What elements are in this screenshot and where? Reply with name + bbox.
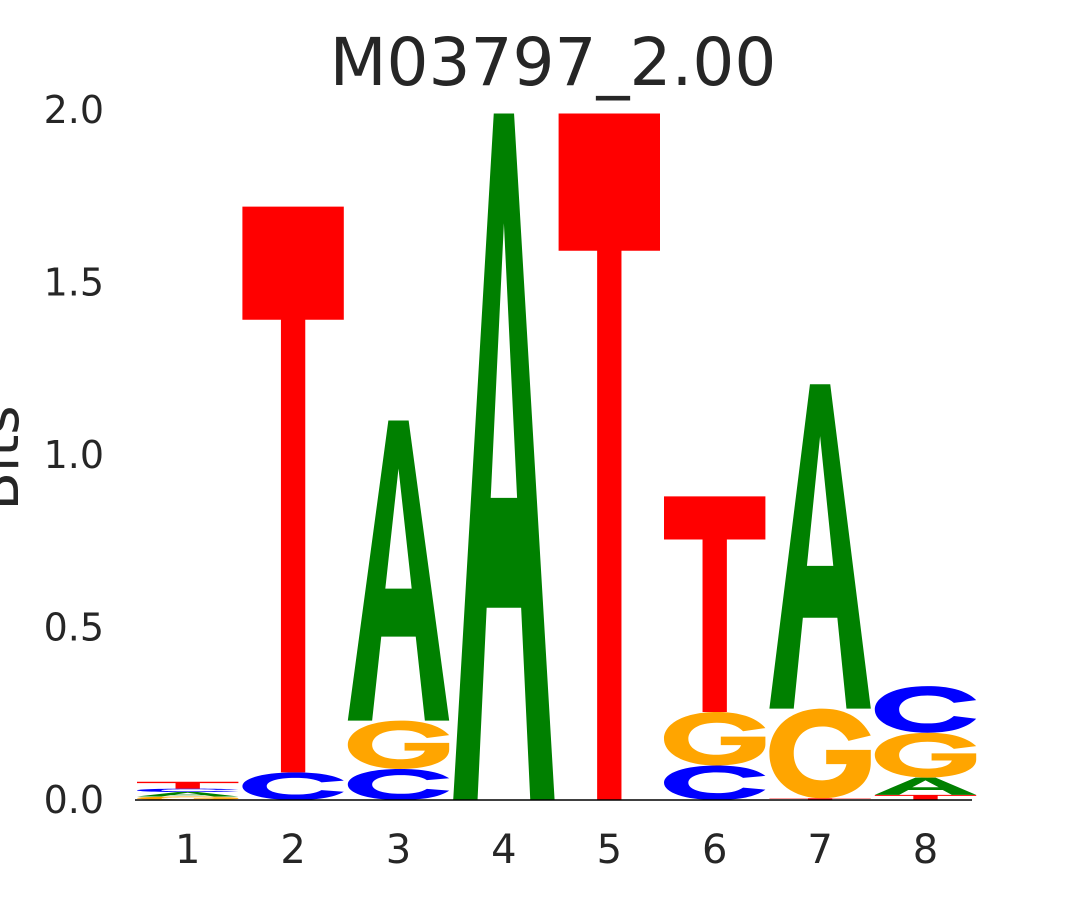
- letter-t-pos-8: [874, 794, 977, 800]
- x-axis-ticks: 1 2 3 4 5 6 7 8: [175, 827, 938, 873]
- letter-t-pos-5: [558, 113, 660, 800]
- letter-t-pos-1: [137, 781, 239, 789]
- letter-t-pos-6: [664, 496, 766, 713]
- letter-g-pos-8: [874, 732, 977, 778]
- letter-t-pos-2: [242, 206, 344, 773]
- x-tick-label: 3: [386, 827, 411, 873]
- y-tick-label: 1.5: [44, 261, 104, 305]
- x-tick-label: 8: [913, 827, 938, 873]
- y-axis-ticks: 0.0 0.5 1.0 1.5 2.0: [44, 88, 104, 822]
- letter-c-pos-8: [874, 686, 977, 733]
- y-axis-title: Bits: [0, 405, 32, 510]
- letter-a-pos-1: [137, 792, 239, 797]
- x-tick-label: 4: [491, 827, 516, 873]
- letter-c-pos-1: [137, 788, 239, 793]
- x-tick-label: 7: [807, 827, 832, 873]
- y-tick-label: 1.0: [44, 433, 104, 477]
- letter-t-pos-7: [769, 798, 871, 800]
- y-tick-label: 2.0: [44, 88, 104, 132]
- letter-a-pos-3: [347, 420, 450, 721]
- letter-a-pos-4: [453, 113, 555, 800]
- letter-c-pos-3: [347, 768, 450, 800]
- letter-a-pos-8: [874, 777, 977, 795]
- letter-g-pos-3: [347, 720, 450, 769]
- letter-c-pos-6: [664, 765, 766, 800]
- x-tick-label: 6: [702, 827, 727, 873]
- x-tick-label: 1: [175, 827, 200, 873]
- letter-c-pos-2: [242, 772, 344, 800]
- chart-title: M03797_2.00: [330, 24, 777, 101]
- letter-g-pos-6: [664, 712, 766, 766]
- x-tick-label: 2: [280, 827, 305, 873]
- letter-g-pos-1: [137, 796, 239, 800]
- logo-letters: [137, 113, 977, 800]
- letter-g-pos-7: [769, 708, 871, 799]
- letter-a-pos-7: [769, 384, 871, 709]
- y-tick-label: 0.5: [44, 606, 104, 650]
- y-tick-label: 0.0: [44, 778, 104, 822]
- x-tick-label: 5: [597, 827, 622, 873]
